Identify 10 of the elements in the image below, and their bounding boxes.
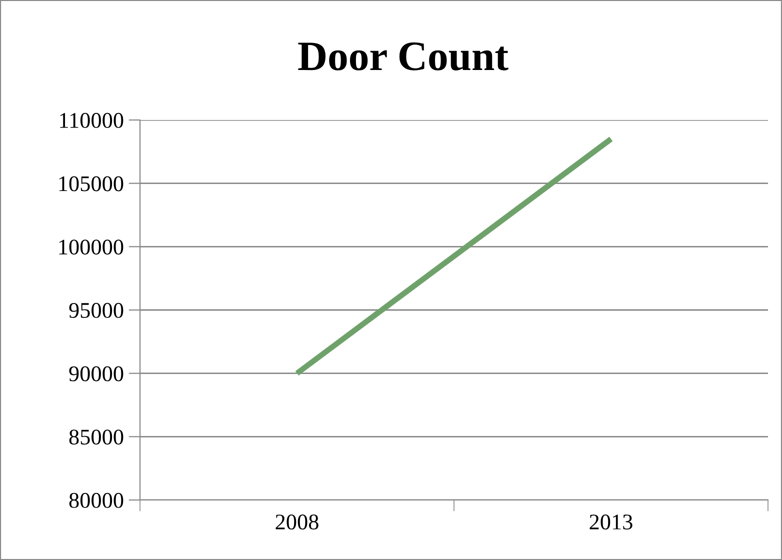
y-tick-label: 80000: [69, 492, 124, 508]
x-tick-label: 2013: [590, 514, 632, 530]
y-tick-label: 100000: [59, 240, 124, 255]
y-tick-label: 95000: [69, 302, 124, 318]
y-tick-label: 85000: [69, 430, 124, 445]
y-tick-label: 105000: [59, 176, 124, 192]
chart-title: Door Count: [298, 42, 508, 71]
y-tick-label: 90000: [69, 366, 124, 382]
y-tick-label: 110000: [60, 112, 124, 128]
x-tick-label: 2008: [276, 514, 318, 530]
